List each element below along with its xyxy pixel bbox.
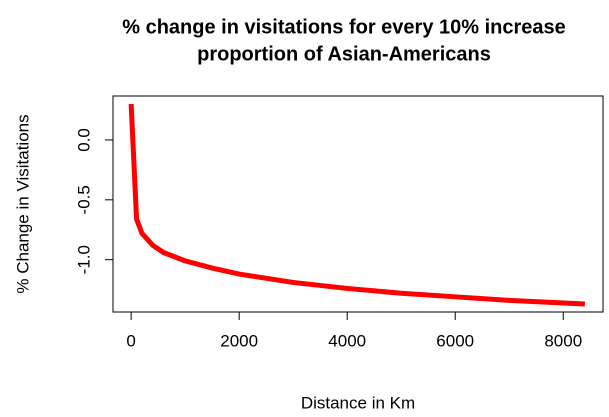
- plot-box: [112, 95, 604, 313]
- chart-title: proportion of Asian-Americans: [197, 43, 491, 65]
- chart-title: % change in visitations for every 10% in…: [122, 16, 566, 38]
- line-series: [128, 103, 585, 307]
- y-axis-label: % Change in Visitations: [13, 114, 32, 293]
- y-tick-label: -0.5: [74, 185, 93, 214]
- y-tick-label: 0.0: [74, 128, 93, 152]
- x-tick-label: 6000: [436, 331, 474, 350]
- x-tick-label: 2000: [220, 331, 258, 350]
- x-tick-label: 4000: [328, 331, 366, 350]
- y-tick-label: -1.0: [74, 245, 93, 274]
- x-tick-label: 8000: [544, 331, 582, 350]
- x-tick-label: 0: [126, 331, 135, 350]
- x-axis-label: Distance in Km: [301, 393, 415, 412]
